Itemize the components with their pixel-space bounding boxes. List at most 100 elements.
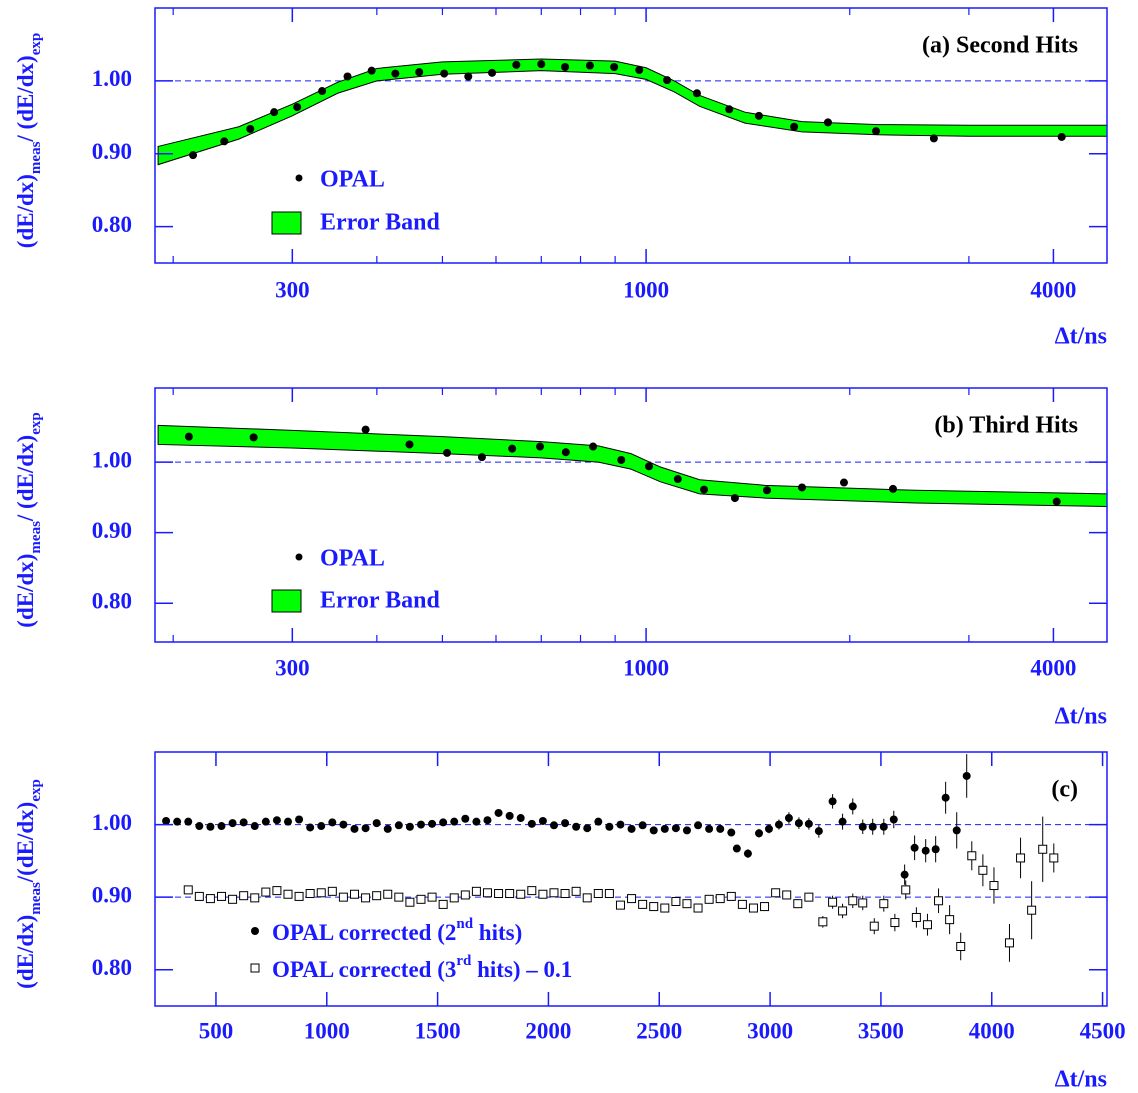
x-tick-label: 3500 <box>858 1018 904 1043</box>
data-point <box>616 820 625 829</box>
data-point <box>394 892 404 902</box>
data-point <box>663 76 672 85</box>
data-point <box>627 824 636 833</box>
data-point <box>956 941 966 951</box>
data-point <box>194 891 204 901</box>
data-point <box>929 134 938 143</box>
data-point <box>649 826 658 835</box>
data-point <box>306 823 315 832</box>
legend-label: OPAL corrected (2nd hits) <box>272 916 522 945</box>
y-axis-label-part: exp <box>28 779 44 802</box>
data-point <box>804 892 814 902</box>
legend-marker <box>295 174 303 182</box>
data-point <box>249 433 258 442</box>
data-point <box>828 797 837 806</box>
data-point <box>246 124 255 133</box>
data-point <box>593 889 603 899</box>
data-point <box>610 63 619 72</box>
data-point <box>439 818 448 827</box>
data-point <box>704 894 714 904</box>
data-point <box>716 824 725 833</box>
legend-label-sup: nd <box>456 916 473 932</box>
data-point <box>888 484 897 493</box>
data-point <box>693 903 703 913</box>
y-axis-label-part: / (dE/dx) <box>13 55 38 142</box>
data-point <box>934 896 944 906</box>
data-point <box>941 793 950 802</box>
x-tick-label: 3000 <box>747 1018 793 1043</box>
x-tick-label: 4000 <box>1030 655 1076 680</box>
y-axis-label-part: / (dE/dx) <box>13 435 38 522</box>
data-point <box>1004 938 1014 948</box>
y-axis-label-part: /(dE/dx) <box>13 802 38 884</box>
data-point <box>814 827 823 836</box>
data-point <box>794 819 803 828</box>
data-point <box>868 822 877 831</box>
data-point <box>828 897 838 907</box>
x-tick-label: 4000 <box>1030 277 1076 302</box>
data-point <box>416 820 425 829</box>
data-point <box>848 896 858 906</box>
data-point <box>472 817 481 826</box>
data-point <box>438 899 448 909</box>
data-point <box>561 819 570 828</box>
legend-label-part: OPAL corrected (2 <box>272 920 456 945</box>
data-point <box>838 817 847 826</box>
data-point <box>228 894 238 904</box>
data-point <box>482 888 492 898</box>
data-point <box>261 887 271 897</box>
data-point <box>561 63 570 72</box>
data-point <box>206 822 215 831</box>
y-axis-label-part: exp <box>28 412 44 435</box>
data-point <box>538 816 547 825</box>
x-axis-label: Δt/ns <box>1055 1067 1107 1093</box>
data-point <box>774 820 783 829</box>
data-point <box>732 844 741 853</box>
data-point <box>594 817 603 826</box>
data-point <box>1049 853 1059 863</box>
data-point <box>967 851 977 861</box>
data-point <box>583 824 592 833</box>
panel: 300 1000 4000 0.80 0.90 1.00 Δt/ns (dE/dx)meas/… <box>13 387 1108 730</box>
data-point <box>239 818 248 827</box>
data-point <box>1027 905 1037 915</box>
data-point <box>560 889 570 899</box>
data-point <box>872 127 881 136</box>
x-tick-label: 1500 <box>415 1018 461 1043</box>
data-point <box>901 885 911 895</box>
y-tick-label: 1.00 <box>92 810 132 835</box>
data-point <box>494 889 504 899</box>
data-point <box>879 899 889 909</box>
data-point <box>784 814 793 823</box>
x-axis-label: Δt/ns <box>1055 704 1107 730</box>
data-point <box>250 822 259 831</box>
data-point <box>516 889 526 899</box>
data-point <box>764 824 773 833</box>
y-axis-label: (dE/dx)meas/(dE/dx)exp <box>13 779 44 989</box>
y-tick-label: 0.90 <box>92 518 132 543</box>
y-tick-label: 0.80 <box>92 588 132 613</box>
data-point <box>879 822 888 831</box>
data-point <box>162 816 171 825</box>
data-point <box>428 819 437 828</box>
data-point <box>494 808 503 817</box>
data-point <box>962 771 971 780</box>
data-point <box>755 829 764 838</box>
data-point <box>627 894 637 904</box>
data-point <box>361 824 370 833</box>
x-tick-label: 2000 <box>525 1018 571 1043</box>
data-point <box>572 822 581 831</box>
data-point <box>295 815 304 824</box>
data-point <box>537 60 546 69</box>
data-point <box>508 444 517 453</box>
x-tick-label: 1000 <box>623 655 669 680</box>
y-axis-label-part: exp <box>28 33 44 56</box>
data-point <box>327 886 337 896</box>
data-point <box>638 821 647 830</box>
y-axis-label-part: meas <box>28 882 44 915</box>
data-point <box>645 462 654 471</box>
data-point <box>945 915 955 925</box>
data-point <box>649 902 659 912</box>
data-point <box>754 111 763 120</box>
